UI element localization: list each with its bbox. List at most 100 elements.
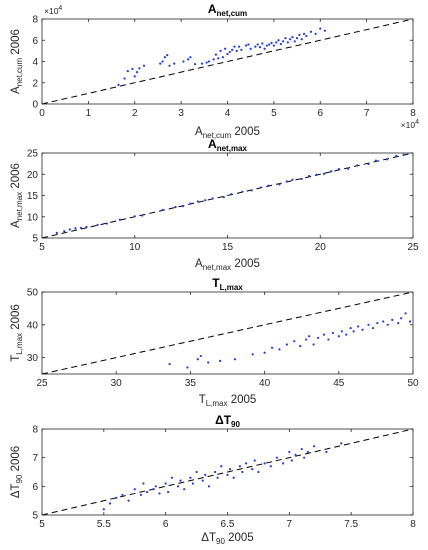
data-point [299, 345, 302, 348]
data-point [117, 83, 120, 86]
data-point [240, 48, 243, 51]
y-tick-label: 4 [32, 57, 38, 68]
data-point [226, 52, 229, 56]
data-point [217, 57, 220, 60]
data-point [327, 338, 330, 341]
data-point [182, 60, 185, 63]
data-point [345, 333, 348, 336]
y-tick-label: 6 [32, 482, 38, 493]
data-point [189, 56, 192, 59]
data-point [397, 322, 400, 325]
data-point [249, 47, 252, 50]
chart-title: TL,max [212, 276, 243, 292]
x-tick-label: 5 [271, 108, 277, 119]
x-axis-label: ΔT90 2005 [201, 532, 253, 546]
x-tick-label: 5 [39, 519, 45, 530]
x-tick-label: 15 [222, 242, 234, 253]
data-point [253, 459, 256, 462]
data-point [158, 492, 161, 495]
x-tick-label: 35 [185, 378, 197, 389]
chart-title: Anet,cum [208, 2, 247, 18]
y-axis-label: ΔT90 2006 [10, 446, 24, 498]
x-tick-label: 1 [86, 108, 92, 119]
panel-4: 5 5.5 6 6.5 7 7.5 8 5 6 7 8 ΔT90 ΔT90 2005 ΔT90 2006 [10, 413, 416, 546]
panel-3: 25 30 35 40 45 50 30 40 50 TL,max TL,max 2005 TL,ma… [10, 276, 419, 408]
data-point [214, 53, 218, 56]
x-tick-label: 5.5 [97, 519, 111, 530]
x-axis-label: Anet,max 2005 [195, 258, 260, 272]
data-point [278, 348, 281, 351]
x-axis-multiplier: ×104 [401, 119, 419, 130]
y-tick-label: 5 [32, 511, 38, 522]
data-point [290, 459, 293, 462]
data-point [201, 479, 204, 482]
data-point [216, 476, 219, 479]
x-tick-label: 4 [225, 108, 231, 119]
panel-2: 5 10 15 20 25 5 10 15 20 25 Anet,max Anet,max 2005 A… [10, 137, 419, 272]
data-point [275, 456, 279, 459]
data-point [189, 202, 192, 205]
y-tick-label: 7 [32, 453, 38, 464]
data-point [211, 197, 214, 200]
data-point [356, 164, 359, 167]
data-point [322, 333, 326, 336]
data-point [267, 184, 270, 187]
x-tick-label: 6.5 [221, 519, 235, 530]
y-tick-label: 15 [27, 191, 39, 202]
data-point [159, 62, 162, 65]
data-point [300, 447, 303, 451]
data-point [232, 476, 235, 479]
y-axis-label: TL,max 2006 [10, 304, 24, 362]
data-point [263, 351, 266, 354]
data-point [263, 47, 266, 50]
x-axis-label: TL,max 2005 [199, 394, 257, 408]
y-tick-label: 0 [32, 100, 38, 111]
x-tick-label: 50 [407, 378, 419, 389]
y-tick-label: 10 [27, 212, 39, 223]
y-tick-label: 6 [32, 36, 38, 47]
data-point [195, 470, 198, 474]
chart-title: Anet,max [208, 137, 247, 153]
data-point [186, 366, 189, 369]
data-point [349, 326, 352, 330]
data-point [331, 331, 334, 335]
data-point [138, 67, 141, 70]
data-point [231, 48, 234, 51]
data-point [346, 167, 350, 170]
data-point [204, 199, 207, 202]
data-point [228, 468, 232, 471]
data-point [284, 37, 287, 40]
chart-title: ΔT90 [215, 413, 240, 429]
x-tick-label: 2 [132, 108, 138, 119]
data-point [257, 470, 260, 474]
data-point [308, 335, 311, 338]
data-point [285, 343, 288, 346]
x-tick-label: 25 [407, 242, 419, 253]
data-point [238, 465, 241, 468]
data-point [402, 153, 405, 156]
x-tick-label: 30 [111, 378, 123, 389]
data-point [295, 37, 299, 40]
x-tick-label: 7.5 [344, 519, 358, 530]
data-point [285, 180, 288, 183]
data-point [404, 312, 407, 315]
data-point [63, 230, 66, 233]
x-tick-label: 8 [410, 519, 416, 530]
data-point [306, 450, 309, 454]
data-point [221, 56, 224, 59]
data-point [272, 44, 275, 47]
data-point [298, 33, 301, 37]
data-point [340, 442, 343, 445]
data-point [244, 44, 248, 47]
data-point [254, 45, 257, 48]
y-tick-label: 8 [32, 15, 38, 26]
data-point [204, 473, 207, 476]
data-point [168, 64, 171, 67]
data-point [68, 228, 71, 231]
data-point [294, 453, 297, 456]
data-point [152, 488, 155, 491]
data-point [133, 215, 136, 218]
data-point [222, 196, 225, 199]
x-tick-label: 25 [36, 378, 48, 389]
data-point [133, 75, 136, 78]
